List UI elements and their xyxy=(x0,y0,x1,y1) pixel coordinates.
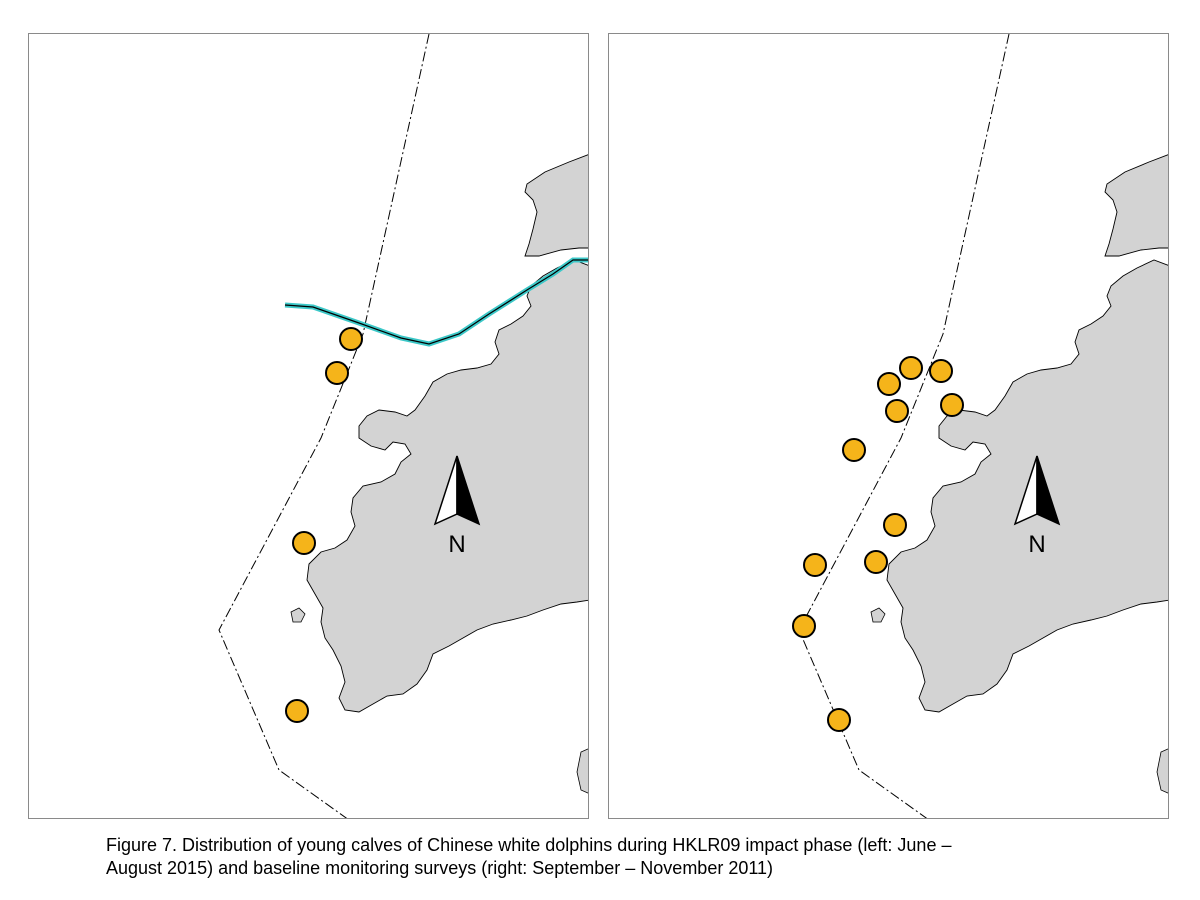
survey-boundary xyxy=(798,34,1010,818)
caption-line-1: Figure 7. Distribution of young calves o… xyxy=(106,835,952,855)
calf-sighting-marker xyxy=(883,513,907,537)
survey-boundary xyxy=(218,34,430,818)
calf-sighting-marker xyxy=(803,553,827,577)
calf-sighting-marker xyxy=(827,708,851,732)
land-north-island xyxy=(524,154,588,257)
calf-sighting-marker xyxy=(899,356,923,380)
calf-sighting-marker xyxy=(885,399,909,423)
land-southeast-fragment xyxy=(1156,748,1168,794)
north-arrow: N xyxy=(433,455,481,558)
north-arrow: N xyxy=(1013,455,1061,558)
caption-line-2: August 2015) and baseline monitoring sur… xyxy=(106,858,774,878)
sightings-right xyxy=(792,356,964,732)
calf-sighting-marker xyxy=(325,361,349,385)
calf-sighting-marker xyxy=(929,359,953,383)
calf-sighting-marker xyxy=(285,699,309,723)
calf-sighting-marker xyxy=(864,550,888,574)
land-north-island xyxy=(1104,154,1168,257)
map-panel-left: N xyxy=(28,33,589,819)
north-label: N xyxy=(1028,531,1045,558)
calf-sighting-marker xyxy=(292,531,316,555)
bridge-alignment-outline xyxy=(284,259,588,345)
calf-sighting-marker xyxy=(940,393,964,417)
land-islet xyxy=(290,607,306,623)
land-southeast-fragment xyxy=(576,748,588,794)
map-left-svg: N xyxy=(218,34,588,818)
north-label: N xyxy=(448,531,465,558)
calf-sighting-marker xyxy=(792,614,816,638)
calf-sighting-marker xyxy=(339,327,363,351)
sightings-left xyxy=(285,327,363,723)
calf-sighting-marker xyxy=(842,438,866,462)
calf-sighting-marker xyxy=(877,372,901,396)
figure-caption: Figure 7. Distribution of young calves o… xyxy=(106,834,1166,880)
map-right-svg: N xyxy=(792,34,1168,818)
map-panel-right: N xyxy=(608,33,1169,819)
land-islet xyxy=(870,607,886,623)
